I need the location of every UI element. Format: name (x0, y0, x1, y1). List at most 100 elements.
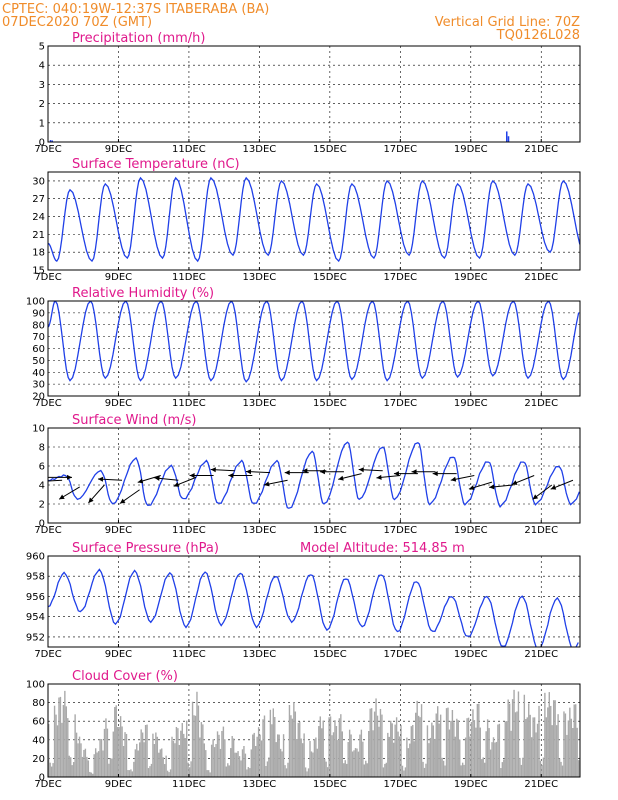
cloud-bar (413, 741, 415, 777)
cloud-bar (68, 755, 70, 777)
cloud-bar (118, 727, 120, 777)
cloud-bar (232, 738, 235, 777)
cloud-bar (109, 758, 112, 777)
precip-bar (506, 131, 508, 142)
cloud-bar (62, 704, 65, 777)
cloud-bar (299, 721, 301, 777)
cloud-bar (94, 748, 97, 777)
wind-vector (284, 470, 309, 476)
x-tick-label: 9DEC (105, 144, 132, 155)
wind-vector (338, 473, 362, 481)
vertical-grid-note: Vertical Grid Line: 70Z (435, 15, 580, 30)
cloud-bar (366, 763, 368, 777)
press-series-line (48, 568, 579, 647)
cloud-bar (395, 717, 398, 777)
y-tick-label: 952 (26, 632, 45, 643)
cloud-bar (316, 748, 319, 777)
cloud-bar (388, 736, 390, 777)
cloud-bar (184, 738, 186, 777)
cloud-bar (297, 722, 299, 777)
cloud-bar (564, 713, 567, 777)
cloud-bar (423, 767, 426, 777)
y-tick-label: 90 (32, 308, 45, 319)
cloud-bar (401, 765, 404, 777)
cloud-bar (558, 758, 561, 777)
x-tick-label: 21DEC (524, 398, 558, 409)
cloud-bar (412, 724, 414, 777)
cloud-bar (488, 728, 490, 777)
wind-vector (97, 476, 123, 482)
wind-vector (189, 473, 214, 478)
cloud-bar (376, 715, 379, 777)
cloud-bar (124, 732, 126, 777)
wind-vector (450, 475, 475, 482)
cloud-bar (573, 704, 575, 777)
cloud-bar (576, 727, 578, 777)
cloud-bar (99, 738, 101, 777)
wind-vector-head (264, 481, 270, 487)
rh-series-line (48, 301, 580, 383)
wind-vector-head (450, 476, 457, 482)
cloud-bar (143, 742, 145, 777)
x-tick-label: 19DEC (454, 144, 488, 155)
cloud-bar (84, 748, 87, 777)
model-altitude-label: Model Altitude: 514.85 m (300, 541, 465, 556)
cloud-bar (539, 760, 542, 777)
cloud-bar (83, 749, 85, 777)
cloud-bar (105, 718, 107, 777)
precip-bar (51, 140, 54, 142)
cloud-bar (131, 771, 134, 777)
cloud-bar (368, 730, 370, 777)
cloud-bar (357, 751, 360, 777)
cloud-bar (463, 764, 465, 777)
cloud-bar (312, 752, 314, 777)
x-tick-label: 19DEC (454, 525, 488, 536)
cloud-bar (231, 736, 233, 777)
cloud-bar (567, 720, 570, 777)
cloud-bar (419, 717, 421, 777)
panel-title-precip: Precipitation (mm/h) (72, 31, 205, 46)
cloud-bar (81, 756, 84, 777)
cloud-bar (381, 714, 383, 777)
cloud-bar (139, 742, 141, 777)
cloud-bar (122, 745, 125, 777)
wind-vector (358, 467, 383, 473)
wind-vector-head (228, 473, 234, 478)
cloud-bar (575, 704, 577, 777)
cloud-bar (155, 732, 157, 777)
wind-vector (48, 479, 63, 482)
cloud-bar (290, 715, 292, 777)
cloud-bar (464, 737, 467, 777)
plot-area-cloud (48, 689, 580, 777)
cloud-bar (278, 734, 280, 777)
cloud-bar (216, 731, 219, 777)
cloud-bar (65, 706, 68, 777)
x-tick-label: 15DEC (313, 525, 347, 536)
wind-vector (245, 469, 270, 475)
cloud-bar (404, 767, 407, 777)
cloud-bar (555, 725, 558, 777)
cloud-bar (517, 691, 520, 777)
wind-vector-head (338, 475, 344, 481)
cloud-bar (429, 737, 432, 777)
cloud-bar (130, 769, 132, 777)
cloud-bar (341, 731, 343, 777)
wind-vector-shaft (48, 479, 63, 482)
y-tick-label: 0 (39, 138, 45, 149)
y-tick-label: 20 (32, 754, 45, 765)
cloud-bar (257, 727, 260, 777)
cloud-bar (414, 712, 417, 777)
cloud-bar (294, 711, 297, 777)
cloud-bar (407, 748, 410, 777)
wind-vector-head (302, 468, 308, 474)
y-tick-label: 15 (32, 266, 45, 277)
y-tick-label: 18 (32, 248, 45, 259)
cloud-bar (165, 755, 167, 777)
x-tick-label: 7DEC (34, 398, 61, 409)
cloud-bar (48, 724, 50, 777)
cloud-bar (58, 697, 60, 777)
cloud-bar (287, 762, 289, 777)
y-tick-label: 5 (39, 42, 45, 53)
y-tick-label: 8 (39, 443, 45, 454)
cloud-bar (108, 763, 110, 777)
